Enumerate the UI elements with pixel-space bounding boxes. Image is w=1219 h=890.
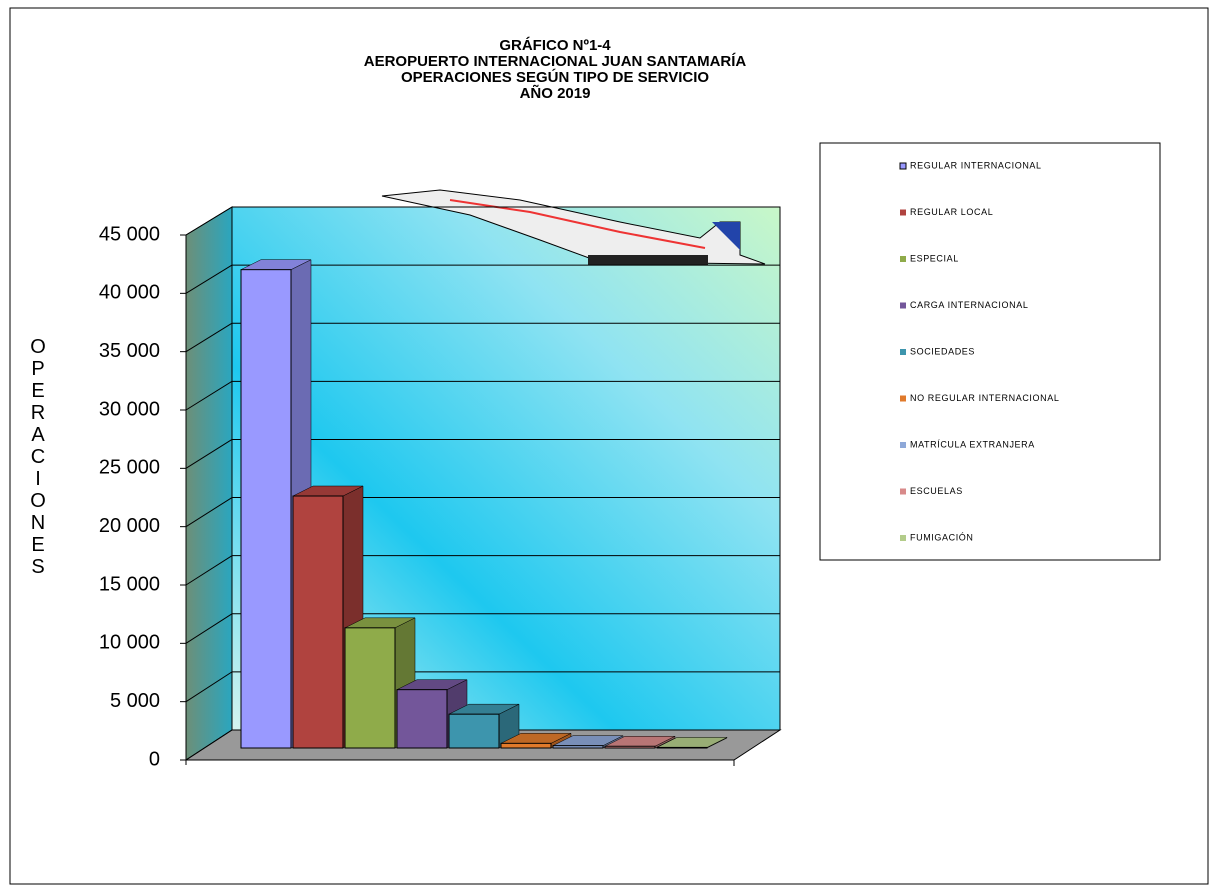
bar	[656, 746, 708, 749]
grid-line	[185, 322, 233, 353]
grid-line	[185, 497, 233, 528]
y-tick-label: 10 000	[99, 632, 160, 654]
grid-line	[185, 439, 233, 469]
bar	[448, 713, 500, 749]
legend-swatch	[900, 349, 906, 355]
grid-line	[185, 264, 233, 294]
bar	[240, 269, 292, 749]
y-tick-label: 0	[149, 748, 160, 770]
legend-swatch	[900, 302, 906, 309]
chart-title: OPERACIONES SEGÚN TIPO DE SERVICIO	[401, 68, 709, 86]
legend-label: FUMIGACIÓN	[910, 532, 974, 542]
chart-title: AÑO 2019	[520, 84, 591, 102]
legend-swatch	[900, 256, 906, 262]
bar	[344, 627, 396, 749]
bar	[552, 745, 604, 749]
legend-label: REGULAR INTERNACIONAL	[910, 160, 1042, 170]
legend-swatch	[899, 162, 907, 170]
legend-swatch	[900, 209, 906, 216]
legend-label: SOCIEDADES	[910, 346, 975, 356]
legend-label: REGULAR LOCAL	[910, 207, 993, 217]
grid-line	[185, 613, 233, 644]
legend-swatch	[900, 488, 906, 495]
grid-line	[185, 555, 233, 586]
grid-line	[185, 380, 233, 411]
y-axis-label: OPERACIONES	[27, 336, 49, 578]
legend-label: NO REGULAR INTERNACIONAL	[910, 393, 1059, 403]
legend-label: MATRÍCULA EXTRANJERA	[910, 439, 1035, 449]
legend-label: CARGA INTERNACIONAL	[910, 300, 1028, 310]
legend-swatch	[900, 535, 906, 541]
y-tick-label: 40 000	[99, 282, 160, 304]
chart-title: GRÁFICO Nº1-4	[499, 37, 611, 54]
legend-label: ESPECIAL	[910, 253, 959, 263]
y-tick-label: 35 000	[99, 340, 160, 362]
legend-swatch	[900, 395, 906, 402]
legend-label: ESCUELAS	[910, 486, 963, 496]
y-tick-label: 20 000	[99, 515, 160, 537]
bar	[500, 742, 552, 749]
legend	[819, 142, 1161, 561]
plane	[381, 189, 766, 265]
y-tick-label: 5 000	[110, 690, 160, 712]
legend-swatch	[900, 442, 906, 448]
grid-line	[185, 206, 233, 236]
bar	[292, 495, 344, 749]
bar	[604, 745, 656, 749]
y-tick-label: 25 000	[99, 457, 160, 479]
bar	[396, 689, 448, 749]
y-tick-label: 15 000	[99, 573, 160, 595]
chart-title: AEROPUERTO INTERNACIONAL JUAN SANTAMARÍA	[364, 53, 747, 70]
y-tick-label: 45 000	[99, 223, 160, 245]
grid-line	[185, 729, 233, 761]
grid-line	[185, 671, 233, 703]
y-tick-label: 30 000	[99, 398, 160, 420]
side-wall	[185, 206, 233, 761]
